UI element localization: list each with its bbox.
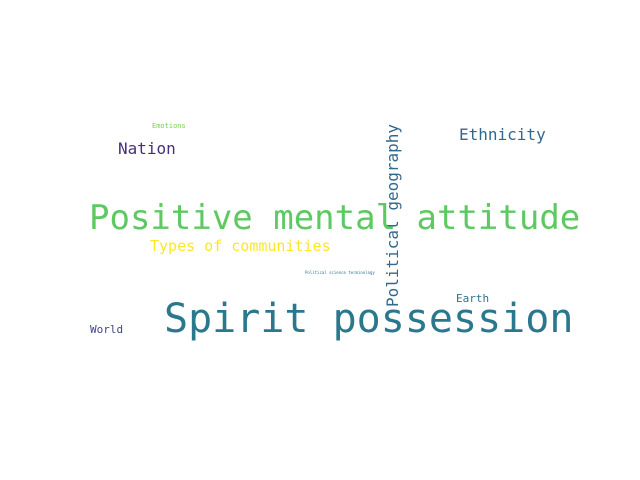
word-positive-mental-attitude: Positive mental attitude	[89, 198, 581, 238]
word-types-of-communities: Types of communities	[150, 237, 331, 255]
word-nation: Nation	[118, 139, 176, 158]
word-political-science-terminology: Political science terminology	[305, 270, 375, 275]
word-emotions: Emotions	[152, 122, 186, 130]
word-world: World	[90, 323, 124, 336]
word-spirit-possession: Spirit possession	[164, 296, 574, 342]
word-ethnicity: Ethnicity	[459, 125, 546, 144]
word-earth: Earth	[456, 292, 490, 305]
